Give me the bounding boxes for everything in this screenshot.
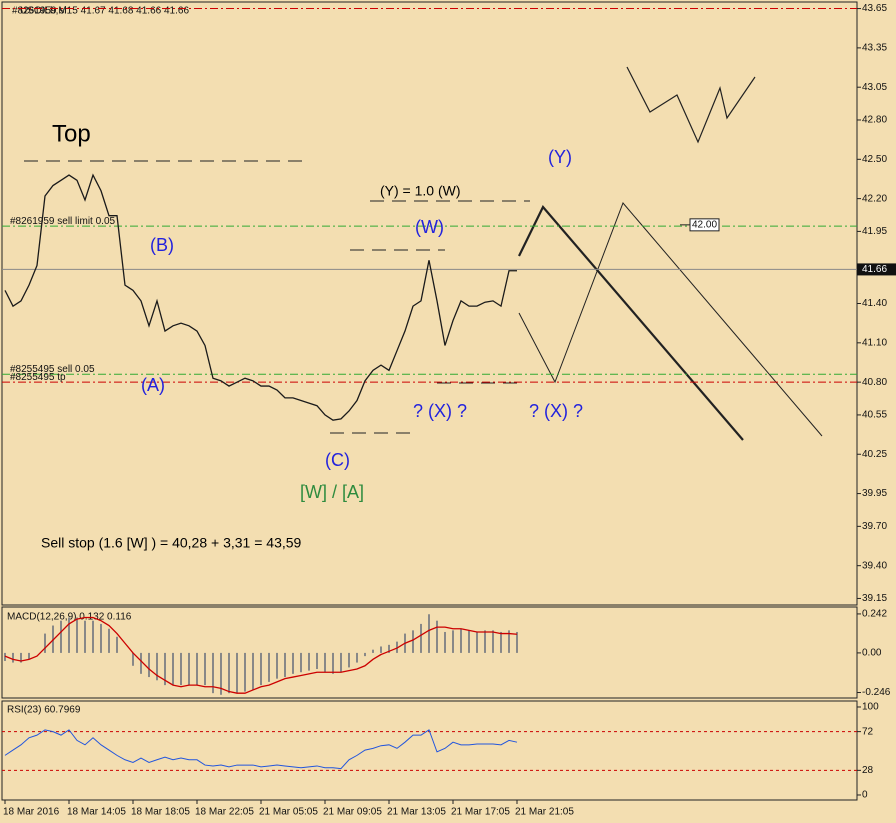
projection bbox=[518, 202, 823, 437]
projection bbox=[518, 205, 744, 441]
symbol-header: USOILb,M15 41.67 41.68 41.66 41.66 bbox=[20, 6, 189, 17]
rsi-title: RSI(23) 60.7969 bbox=[7, 705, 81, 716]
price-line-series bbox=[4, 173, 517, 421]
price-tag: 41.66 bbox=[862, 264, 887, 275]
level-label: #8261959 sell limit 0.05 bbox=[10, 216, 116, 227]
level-label: #8255495 tp bbox=[10, 372, 66, 383]
wave-annotation: (A) bbox=[141, 375, 165, 395]
y-tick-label: 41.95 bbox=[862, 226, 887, 237]
wave-annotation: [W] / [A] bbox=[300, 482, 364, 502]
y-tick-label: 72 bbox=[862, 726, 874, 737]
x-tick-label: 21 Mar 05:05 bbox=[259, 807, 318, 818]
projections bbox=[518, 66, 823, 441]
x-tick-label: 18 Mar 14:05 bbox=[67, 807, 126, 818]
y-tick-label: 39.15 bbox=[862, 593, 887, 604]
rsi-panel bbox=[1, 700, 858, 801]
y-tick-label: 40.25 bbox=[862, 449, 887, 460]
x-tick-label: 21 Mar 09:05 bbox=[323, 807, 382, 818]
macd-title: MACD(12,26,9) 0.132 0.116 bbox=[7, 612, 132, 623]
wave-annotation: (Y) = 1.0 (W) bbox=[380, 183, 461, 199]
x-tick-label: 18 Mar 18:05 bbox=[131, 807, 190, 818]
wave-annotation: Sell stop (1.6 [W] ) = 40,28 + 3,31 = 43… bbox=[41, 535, 302, 551]
y-tick-label: 43.35 bbox=[862, 43, 887, 54]
y-tick-label: 39.95 bbox=[862, 488, 887, 499]
x-tick-label: 21 Mar 13:05 bbox=[387, 807, 446, 818]
y-tick-label: 0.00 bbox=[862, 648, 882, 659]
y-tick-label: 0.242 bbox=[862, 609, 887, 620]
x-tick-label: 21 Mar 21:05 bbox=[515, 807, 574, 818]
wave-annotation: (C) bbox=[325, 450, 350, 470]
level-label: #8255495 sell 0.05 bbox=[10, 364, 95, 375]
y-tick-label: 100 bbox=[862, 702, 879, 713]
marker-label: 42.00 bbox=[692, 219, 717, 230]
y-tick-label: 40.55 bbox=[862, 410, 887, 421]
y-tick-label: 42.80 bbox=[862, 115, 887, 126]
marker-box bbox=[689, 218, 720, 232]
rsi-line bbox=[4, 729, 518, 770]
y-tick-label: 39.70 bbox=[862, 521, 887, 532]
wave-annotation: Top bbox=[52, 120, 91, 147]
y-tick-label: -0.246 bbox=[862, 687, 891, 698]
y-tick-label: 42.50 bbox=[862, 154, 887, 165]
wave-annotation: (Y) bbox=[548, 147, 572, 167]
y-tick-label: 43.05 bbox=[862, 82, 887, 93]
wave-annotation: ? (X) ? bbox=[529, 401, 583, 421]
y-tick-label: 43.65 bbox=[862, 3, 887, 14]
x-tick-label: 18 Mar 2016 bbox=[3, 807, 60, 818]
y-tick-label: 41.10 bbox=[862, 337, 887, 348]
x-tick-label: 21 Mar 17:05 bbox=[451, 807, 510, 818]
signal-line bbox=[4, 616, 518, 694]
price-tag-box bbox=[857, 263, 896, 276]
wave-annotation: ? (X) ? bbox=[413, 401, 467, 421]
y-tick-label: 28 bbox=[862, 765, 874, 776]
y-tick-label: 39.40 bbox=[862, 560, 887, 571]
y-tick-label: 0 bbox=[862, 790, 868, 801]
wave-annotation: (W) bbox=[415, 217, 444, 237]
y-tick-label: 40.80 bbox=[862, 377, 887, 388]
x-tick-label: 18 Mar 22:05 bbox=[195, 807, 254, 818]
projection bbox=[626, 66, 756, 144]
y-tick-label: 42.20 bbox=[862, 193, 887, 204]
y-tick-label: 41.40 bbox=[862, 298, 887, 309]
wave-guides bbox=[24, 160, 530, 434]
order-label: #8261959 sl bbox=[12, 6, 67, 17]
wave-annotation: (B) bbox=[150, 235, 174, 255]
